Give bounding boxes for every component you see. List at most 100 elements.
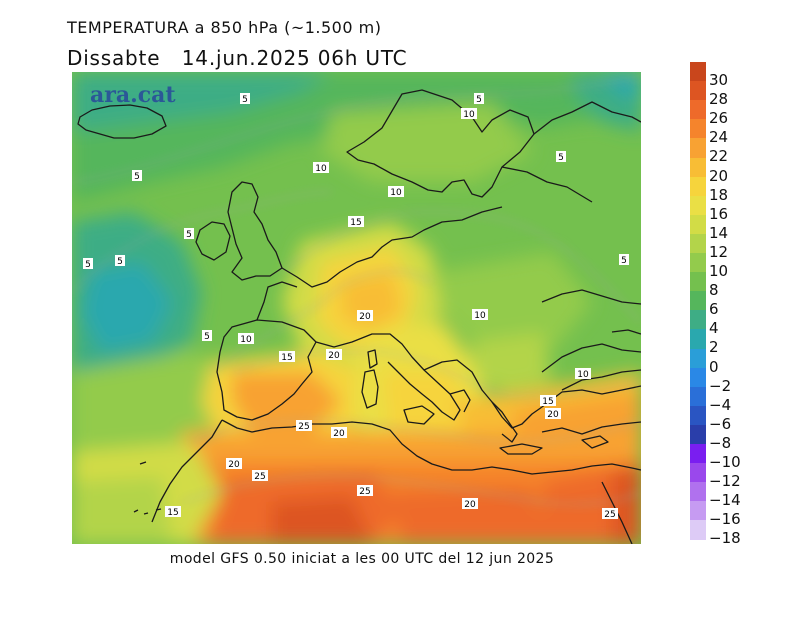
- baltic-east-coast: [533, 101, 641, 135]
- north-africa-coast: [221, 419, 641, 475]
- contour-label: 25: [357, 485, 373, 497]
- contour-label: 10: [575, 368, 591, 380]
- model-footer: model GFS 0.50 iniciat a les 00 UTC del …: [0, 551, 800, 567]
- contour-label: 10: [388, 186, 404, 198]
- legend-label: 16: [709, 204, 729, 223]
- contour-label: 5: [184, 228, 194, 240]
- temperature-field-svg: 5 5 10 5 10 5 10 15 5 5 5 5 10 20 5 10 1…: [72, 72, 641, 544]
- turkey-south-coast: [541, 421, 641, 435]
- legend-swatch: [690, 329, 706, 349]
- svg-text:20: 20: [464, 500, 476, 510]
- svg-text:10: 10: [474, 311, 486, 321]
- isotherm-contours: [72, 76, 641, 505]
- svg-text:5: 5: [134, 172, 140, 182]
- contour-label: 5: [240, 93, 250, 105]
- canary-islands: [133, 507, 173, 515]
- svg-text:15: 15: [281, 353, 292, 363]
- legend-label: −6: [709, 414, 732, 433]
- ireland-coast: [195, 221, 231, 261]
- legend-label: 14: [709, 223, 729, 242]
- svg-text:5: 5: [476, 95, 482, 105]
- map-subtitle-date: Dissabte 14.jun.2025 06h UTC: [67, 46, 408, 70]
- legend-swatch: [690, 119, 706, 139]
- svg-text:20: 20: [228, 460, 240, 470]
- legend-label: 28: [709, 90, 729, 109]
- legend-label: 10: [709, 262, 729, 280]
- contour-label: 5: [619, 254, 629, 266]
- svg-text:5: 5: [204, 332, 210, 342]
- legend-swatch: [690, 272, 706, 292]
- map-title: TEMPERATURA a 850 hPa (~1.500 m): [67, 18, 382, 37]
- legend-swatch: [690, 482, 706, 502]
- legend-label: −16: [709, 510, 741, 529]
- svg-text:10: 10: [577, 370, 589, 380]
- iberia-coast: [216, 319, 317, 421]
- contour-label: 10: [313, 162, 329, 174]
- legend-label: −8: [709, 433, 732, 452]
- svg-text:5: 5: [242, 95, 248, 105]
- contour-label: 20: [226, 458, 242, 470]
- contour-label: 25: [252, 470, 268, 482]
- legend-label: −2: [709, 376, 732, 395]
- legend-label: 6: [709, 300, 719, 319]
- svg-text:25: 25: [254, 472, 265, 482]
- contour-label: 5: [474, 93, 484, 105]
- svg-text:5: 5: [85, 260, 91, 270]
- black-sea-south: [561, 369, 641, 391]
- legend-swatch: [690, 81, 706, 101]
- svg-text:25: 25: [359, 487, 370, 497]
- corsica-coast: [367, 349, 378, 369]
- gulf-coast: [501, 166, 593, 203]
- contour-label: 20: [331, 427, 347, 439]
- britain-coast: [227, 181, 283, 281]
- legend-swatch: [690, 463, 706, 483]
- contour-label: 15: [165, 506, 181, 518]
- legend-label: −14: [709, 491, 741, 510]
- sicily-coast: [403, 405, 435, 425]
- legend-label: 24: [709, 128, 729, 147]
- italy-heel: [449, 389, 471, 413]
- contour-labels: 5 5 10 5 10 5 10 15 5 5 5 5 10 20 5 10 1…: [83, 93, 629, 520]
- legend-swatch: [690, 520, 706, 540]
- legend-swatch: [690, 100, 706, 120]
- legend-label: 30: [709, 71, 729, 89]
- svg-text:5: 5: [117, 257, 123, 267]
- svg-text:5: 5: [621, 256, 627, 266]
- europe-north-coast: [281, 206, 503, 288]
- legend-label: 8: [709, 281, 719, 300]
- legend-swatch: [690, 405, 706, 426]
- contour-label: 20: [462, 498, 478, 510]
- legend-swatch: [690, 367, 706, 388]
- legend-swatch: [690, 138, 706, 158]
- contour-label: 15: [540, 395, 556, 407]
- caspian-hint: [611, 329, 641, 335]
- madeira-island: [139, 461, 147, 465]
- legend-swatch: [690, 62, 706, 82]
- contour-label: 25: [602, 508, 618, 520]
- legend-swatch: [690, 176, 706, 197]
- legend-label: 12: [709, 242, 729, 261]
- contour-label: 15: [279, 351, 295, 363]
- svg-text:15: 15: [350, 218, 361, 228]
- temperature-zones: [72, 72, 641, 544]
- contour-label: 5: [202, 330, 212, 342]
- legend-label: 4: [709, 319, 719, 338]
- france-coast: [256, 281, 298, 321]
- legend-swatch: [690, 233, 706, 254]
- legend-swatch: [690, 444, 706, 464]
- legend-swatch: [690, 501, 706, 521]
- svg-text:10: 10: [315, 164, 327, 174]
- italy-coast: [315, 333, 461, 421]
- legend-swatch: [690, 253, 706, 273]
- legend-swatch: [690, 195, 706, 216]
- svg-text:5: 5: [186, 230, 192, 240]
- contour-label: 20: [357, 310, 373, 322]
- contour-label: 15: [348, 216, 364, 228]
- contour-label: 10: [461, 108, 477, 120]
- svg-text:5: 5: [558, 153, 564, 163]
- temperature-map: 5 5 10 5 10 5 10 15 5 5 5 5 10 20 5 10 1…: [72, 72, 641, 544]
- east-europe-coast: [541, 289, 641, 305]
- legend-label: 2: [709, 338, 719, 357]
- contour-label: 10: [238, 333, 254, 345]
- contour-label: 5: [83, 258, 93, 270]
